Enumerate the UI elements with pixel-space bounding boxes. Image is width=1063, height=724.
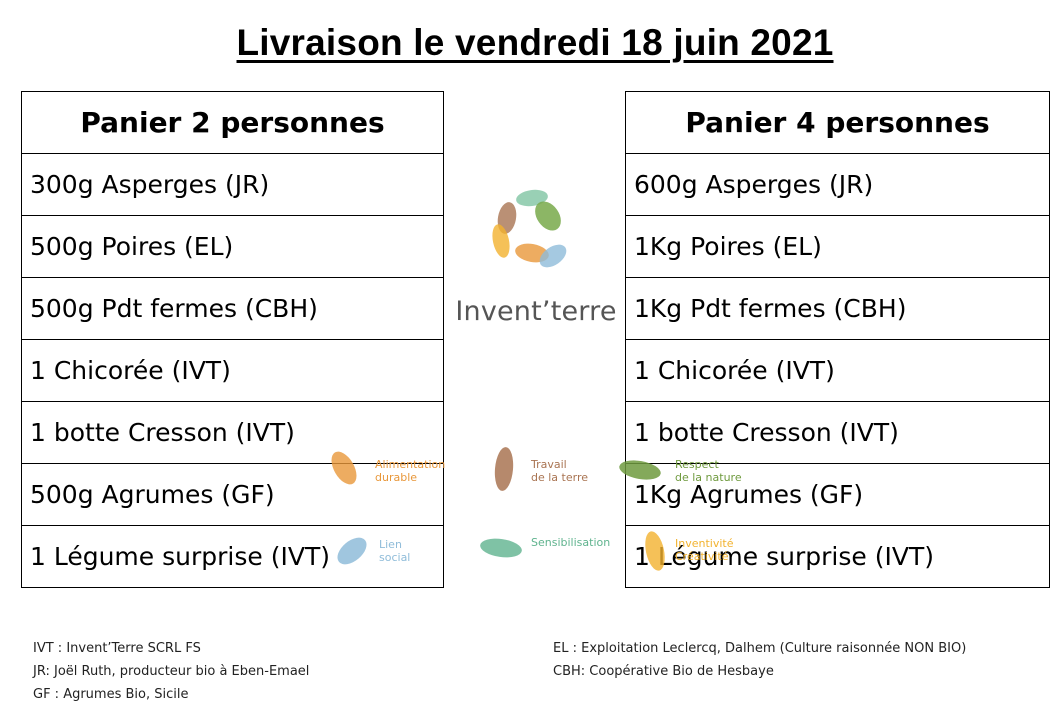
- legend-left: IVT : Invent’Terre SCRL FS JR: Joël Ruth…: [33, 637, 453, 706]
- leaf-circle-logo-icon: [492, 189, 567, 268]
- blue-leaf-icon: [337, 537, 367, 565]
- legend-entry: IVT : Invent’Terre SCRL FS: [33, 641, 201, 656]
- basket-4-item: 1 Chicorée (IVT): [625, 339, 1050, 402]
- value-line2: de la terre: [531, 471, 588, 484]
- value-line1: Lien: [379, 538, 402, 551]
- basket-4-table: Panier 4 personnes 600g Asperges (JR) 1K…: [625, 91, 1050, 588]
- basket-2-item: 500g Poires (EL): [21, 215, 444, 278]
- value-sensibilisation: Sensibilisation: [478, 533, 618, 563]
- value-line1: Inventivité: [675, 537, 734, 550]
- green-leaf-icon: [619, 460, 661, 480]
- value-respect: Respect de la nature: [617, 454, 747, 490]
- value-line2: Créativité: [675, 550, 729, 563]
- value-lien-social: Lien social: [333, 534, 423, 570]
- legend-entry: GF : Agrumes Bio, Sicile: [33, 687, 189, 702]
- value-line1: Sensibilisation: [531, 536, 611, 549]
- basket-2-table: Panier 2 personnes 300g Asperges (JR) 50…: [21, 91, 444, 588]
- value-line2: durable: [375, 471, 418, 484]
- basket-4-item: 1Kg Poires (EL): [625, 215, 1050, 278]
- basket-2-item: 500g Pdt fermes (CBH): [21, 277, 444, 340]
- yellow-leaf-icon: [645, 531, 665, 571]
- basket-2-item: 1 Chicorée (IVT): [21, 339, 444, 402]
- brown-leaf-icon: [494, 447, 514, 491]
- orange-leaf-icon: [331, 451, 357, 485]
- value-alimentation: Alimentation durable: [328, 447, 458, 487]
- legend-right: EL : Exploitation Leclercq, Dalhem (Cult…: [553, 637, 1058, 683]
- teal-leaf-icon: [480, 538, 522, 558]
- basket-4-header: Panier 4 personnes: [625, 91, 1050, 154]
- value-inventivite: Inventivité Créativité: [641, 528, 751, 574]
- basket-2-header: Panier 2 personnes: [21, 91, 444, 154]
- brand-name: Invent’terre: [455, 296, 617, 327]
- basket-4-item: 1Kg Pdt fermes (CBH): [625, 277, 1050, 340]
- value-line2: social: [379, 551, 411, 564]
- basket-4-item: 600g Asperges (JR): [625, 153, 1050, 216]
- basket-2-item: 500g Agrumes (GF): [21, 463, 444, 526]
- legend-entry: EL : Exploitation Leclercq, Dalhem (Cult…: [553, 641, 967, 656]
- basket-2-item: 300g Asperges (JR): [21, 153, 444, 216]
- basket-4-item: 1 Légume surprise (IVT): [625, 525, 1050, 588]
- value-line2: de la nature: [675, 471, 742, 484]
- legend-entry: JR: Joël Ruth, producteur bio à Eben-Ema…: [33, 664, 310, 679]
- basket-2-item: 1 botte Cresson (IVT): [21, 401, 444, 464]
- value-line1: Respect: [675, 458, 719, 471]
- value-travail: Travail de la terre: [492, 445, 602, 495]
- basket-2-item: 1 Légume surprise (IVT): [21, 525, 444, 588]
- legend-entry: CBH: Coopérative Bio de Hesbaye: [553, 664, 774, 679]
- value-line1: Alimentation: [375, 458, 446, 471]
- value-line1: Travail: [531, 458, 567, 471]
- delivery-title: Livraison le vendredi 18 juin 2021: [236, 22, 834, 63]
